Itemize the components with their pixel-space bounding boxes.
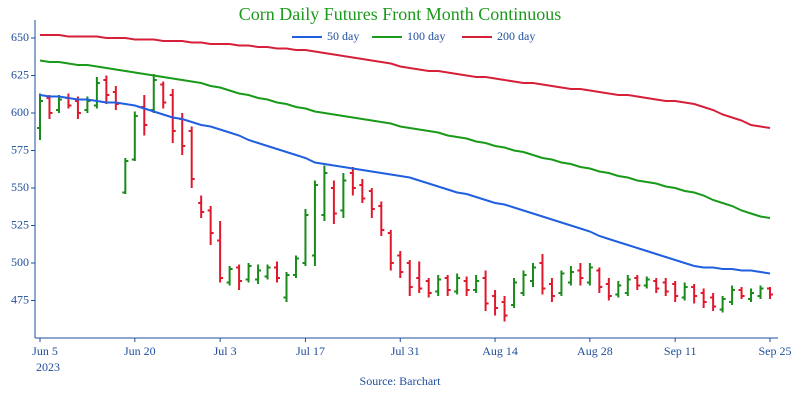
- x-tick-label: Sep 11: [664, 344, 697, 358]
- y-tick-label: 575: [11, 142, 29, 156]
- x-tick-label: Aug 28: [577, 344, 613, 358]
- y-tick-label: 500: [11, 255, 29, 269]
- y-tick-label: 525: [11, 217, 29, 231]
- y-tick-label: 550: [11, 180, 29, 194]
- source-note: Source: Barchart: [360, 374, 442, 388]
- y-tick-label: 475: [11, 292, 29, 306]
- x-tick-label: Jul 3: [214, 344, 237, 358]
- ma-line: [39, 59, 771, 219]
- x-tick-label: Jun 5: [32, 344, 58, 358]
- ma-line: [39, 94, 771, 275]
- x-tick-label: Sep 25: [759, 344, 792, 358]
- y-tick-label: 600: [11, 105, 29, 119]
- x-year-label: 2023: [36, 360, 60, 374]
- ma-line: [40, 34, 771, 129]
- x-tick-label: Jun 20: [124, 344, 156, 358]
- legend-label: 200 day: [497, 29, 535, 43]
- legend-label: 50 day: [327, 29, 359, 43]
- y-tick-label: 650: [11, 30, 29, 44]
- x-tick-label: Aug 14: [482, 344, 518, 358]
- chart-title: Corn Daily Futures Front Month Continuou…: [239, 4, 562, 24]
- x-tick-label: Jul 31: [391, 344, 420, 358]
- legend-label: 100 day: [407, 29, 445, 43]
- x-tick-label: Jul 17: [296, 344, 325, 358]
- y-tick-label: 625: [11, 67, 29, 81]
